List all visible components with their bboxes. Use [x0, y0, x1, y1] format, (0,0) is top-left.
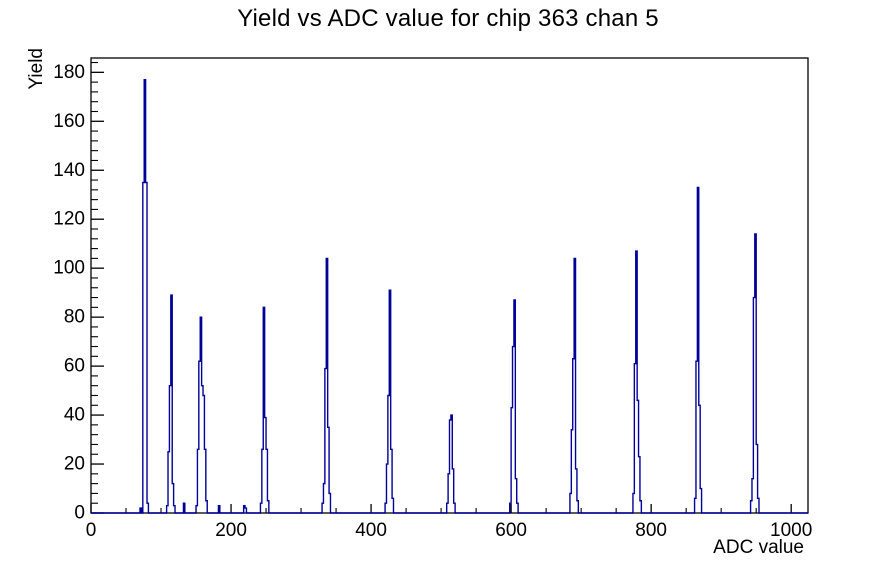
y-tick-label: 60: [64, 356, 85, 377]
y-tick-label: 20: [64, 454, 85, 475]
y-axis-title: Yield: [26, 48, 47, 90]
y-tick-label: 0: [74, 503, 85, 524]
x-tick-label: 600: [495, 520, 527, 541]
chart-title: Yield vs ADC value for chip 363 chan 5: [237, 5, 659, 32]
x-tick-label: 0: [86, 520, 97, 541]
y-tick-label: 160: [53, 111, 85, 132]
y-tick-label: 140: [53, 160, 85, 181]
x-tick-label: 400: [355, 520, 387, 541]
y-tick-label: 100: [53, 258, 85, 279]
y-tick-label: 120: [53, 209, 85, 230]
x-tick-label: 800: [635, 520, 667, 541]
y-tick-label: 40: [64, 405, 85, 426]
x-tick-label: 200: [215, 520, 247, 541]
histogram-line: [91, 78, 808, 514]
plot-frame: [90, 57, 809, 514]
y-tick-label: 80: [64, 307, 85, 328]
x-axis-title: ADC value: [713, 537, 804, 558]
x-tick-label: 1000: [770, 520, 812, 541]
y-tick-label: 180: [53, 62, 85, 83]
